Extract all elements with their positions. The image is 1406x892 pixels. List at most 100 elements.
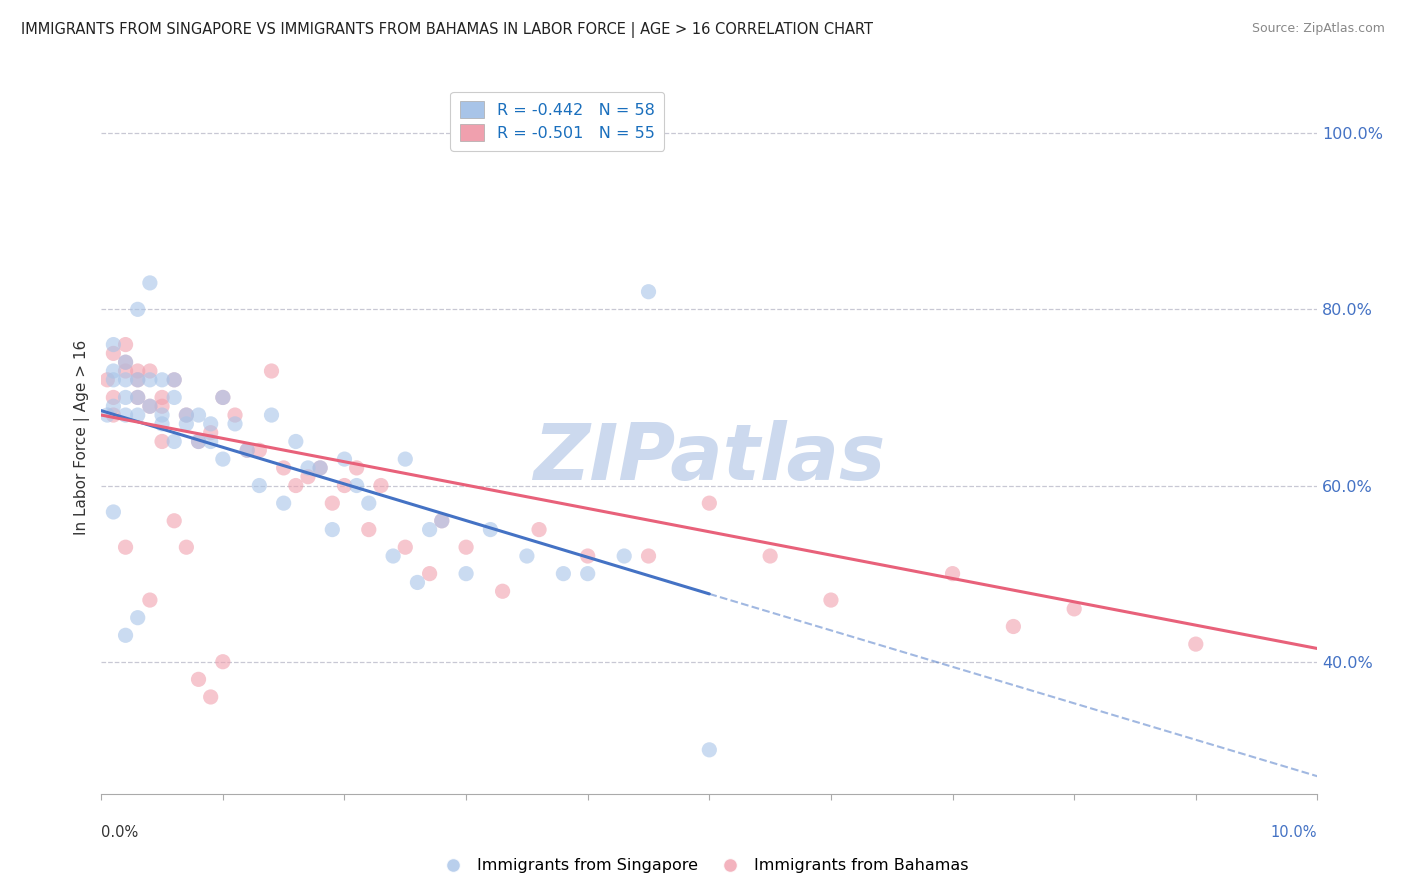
Point	[103, 346, 125, 360]
Point	[114, 373, 136, 387]
Text: 0.0%: 0.0%	[101, 825, 138, 840]
Point	[297, 469, 319, 483]
Text: ZIPatlas: ZIPatlas	[533, 420, 886, 497]
Point	[163, 434, 186, 449]
Point	[127, 302, 149, 317]
Point	[759, 549, 782, 563]
Point	[103, 337, 125, 351]
Point	[346, 478, 368, 492]
Text: IMMIGRANTS FROM SINGAPORE VS IMMIGRANTS FROM BAHAMAS IN LABOR FORCE | AGE > 16 C: IMMIGRANTS FROM SINGAPORE VS IMMIGRANTS …	[21, 22, 873, 38]
Point	[127, 391, 149, 405]
Text: Source: ZipAtlas.com: Source: ZipAtlas.com	[1251, 22, 1385, 36]
Point	[224, 408, 246, 422]
Point	[163, 373, 186, 387]
Point	[150, 417, 173, 431]
Point	[103, 364, 125, 378]
Point	[260, 408, 283, 422]
Point	[699, 743, 721, 757]
Point	[260, 364, 283, 378]
Point	[394, 452, 416, 467]
Point	[103, 408, 125, 422]
Point	[150, 399, 173, 413]
Point	[406, 575, 429, 590]
Y-axis label: In Labor Force | Age > 16: In Labor Force | Age > 16	[75, 340, 90, 534]
Point	[139, 276, 162, 290]
Point	[309, 461, 332, 475]
Point	[419, 523, 441, 537]
Point	[176, 540, 198, 554]
Point	[114, 355, 136, 369]
Point	[150, 373, 173, 387]
Point	[103, 373, 125, 387]
Point	[150, 408, 173, 422]
Text: 10.0%: 10.0%	[1271, 825, 1317, 840]
Point	[430, 514, 453, 528]
Point	[516, 549, 538, 563]
Point	[187, 434, 209, 449]
Point	[114, 391, 136, 405]
Point	[1185, 637, 1208, 651]
Point	[224, 417, 246, 431]
Point	[346, 461, 368, 475]
Point	[103, 391, 125, 405]
Point	[176, 417, 198, 431]
Point	[114, 364, 136, 378]
Point	[637, 549, 659, 563]
Point	[139, 593, 162, 607]
Point	[456, 566, 478, 581]
Point	[127, 610, 149, 624]
Point	[273, 496, 295, 510]
Point	[200, 425, 222, 440]
Point	[576, 566, 599, 581]
Point	[127, 373, 149, 387]
Point	[236, 443, 259, 458]
Point	[163, 373, 186, 387]
Point	[200, 417, 222, 431]
Point	[212, 391, 235, 405]
Point	[333, 452, 356, 467]
Point	[114, 628, 136, 642]
Point	[613, 549, 636, 563]
Point	[479, 523, 502, 537]
Point	[212, 391, 235, 405]
Point	[357, 496, 380, 510]
Point	[370, 478, 392, 492]
Point	[273, 461, 295, 475]
Point	[247, 443, 270, 458]
Point	[394, 540, 416, 554]
Point	[127, 408, 149, 422]
Point	[212, 452, 235, 467]
Point	[321, 523, 343, 537]
Point	[114, 337, 136, 351]
Point	[127, 364, 149, 378]
Point	[247, 478, 270, 492]
Point	[139, 399, 162, 413]
Point	[699, 496, 721, 510]
Point	[456, 540, 478, 554]
Point	[114, 408, 136, 422]
Point	[321, 496, 343, 510]
Point	[96, 408, 118, 422]
Point	[187, 408, 209, 422]
Point	[284, 478, 307, 492]
Point	[200, 690, 222, 704]
Point	[309, 461, 332, 475]
Point	[114, 540, 136, 554]
Point	[553, 566, 575, 581]
Point	[430, 514, 453, 528]
Point	[942, 566, 965, 581]
Point	[176, 408, 198, 422]
Point	[527, 523, 550, 537]
Point	[150, 391, 173, 405]
Point	[1063, 602, 1085, 616]
Point	[236, 443, 259, 458]
Legend: R = -0.442   N = 58, R = -0.501   N = 55: R = -0.442 N = 58, R = -0.501 N = 55	[450, 92, 664, 151]
Point	[150, 434, 173, 449]
Point	[139, 373, 162, 387]
Point	[284, 434, 307, 449]
Point	[576, 549, 599, 563]
Point	[103, 505, 125, 519]
Point	[820, 593, 842, 607]
Point	[357, 523, 380, 537]
Point	[176, 408, 198, 422]
